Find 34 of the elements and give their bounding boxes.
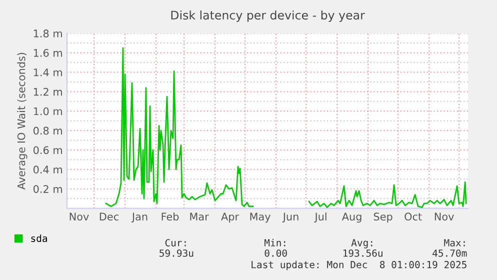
x-tick-label: Nov <box>434 212 454 221</box>
text: Last update: Mon Dec 8 01:00:19 2025 <box>252 260 466 270</box>
text: 45.70m <box>432 249 467 257</box>
legend-label: sda <box>31 234 47 242</box>
text: 193.56u <box>343 249 382 257</box>
x-tick-label: Dec <box>100 212 118 221</box>
y-tick-label: 0.2 m <box>33 185 62 193</box>
x-tick-label: Nov <box>70 212 89 221</box>
y-tick-label: 1.6 m <box>34 48 62 57</box>
y-tick-label: 1.0 m <box>34 107 62 116</box>
y-tick-label: 0.8 m <box>33 126 62 135</box>
x-tick-label: Jul <box>314 212 326 222</box>
y-tick-label: 1.2 m <box>34 88 62 96</box>
x-tick-label: Apr <box>221 212 240 223</box>
x-tick-label: Mar <box>190 212 209 221</box>
y-tick-label: 1.8 m <box>34 30 62 38</box>
text: 59.93u <box>160 249 194 257</box>
x-tick-label: Jun <box>282 212 298 222</box>
x-tick-label: Jan <box>131 212 148 222</box>
y-tick-label: 0.4 m <box>33 166 62 174</box>
text: Cur: <box>165 239 186 246</box>
x-tick-label: Sep <box>374 212 392 223</box>
x-tick-label: May <box>250 212 270 223</box>
x-tick-label: Oct <box>404 212 422 221</box>
text: Max: <box>444 239 465 246</box>
y-tick-label: 1.4 m <box>34 68 62 76</box>
chart-title: Disk latency per device - by year <box>171 10 365 22</box>
text: Min: <box>264 238 286 246</box>
x-tick-label: Feb <box>162 212 179 221</box>
y-axis-title: Average IO Wait (seconds) <box>17 52 28 190</box>
text: Avg: <box>351 239 372 248</box>
y-tick-label: 0.6 m <box>33 146 62 154</box>
text: 0.00 <box>264 249 287 257</box>
x-tick-label: Aug <box>342 212 362 223</box>
